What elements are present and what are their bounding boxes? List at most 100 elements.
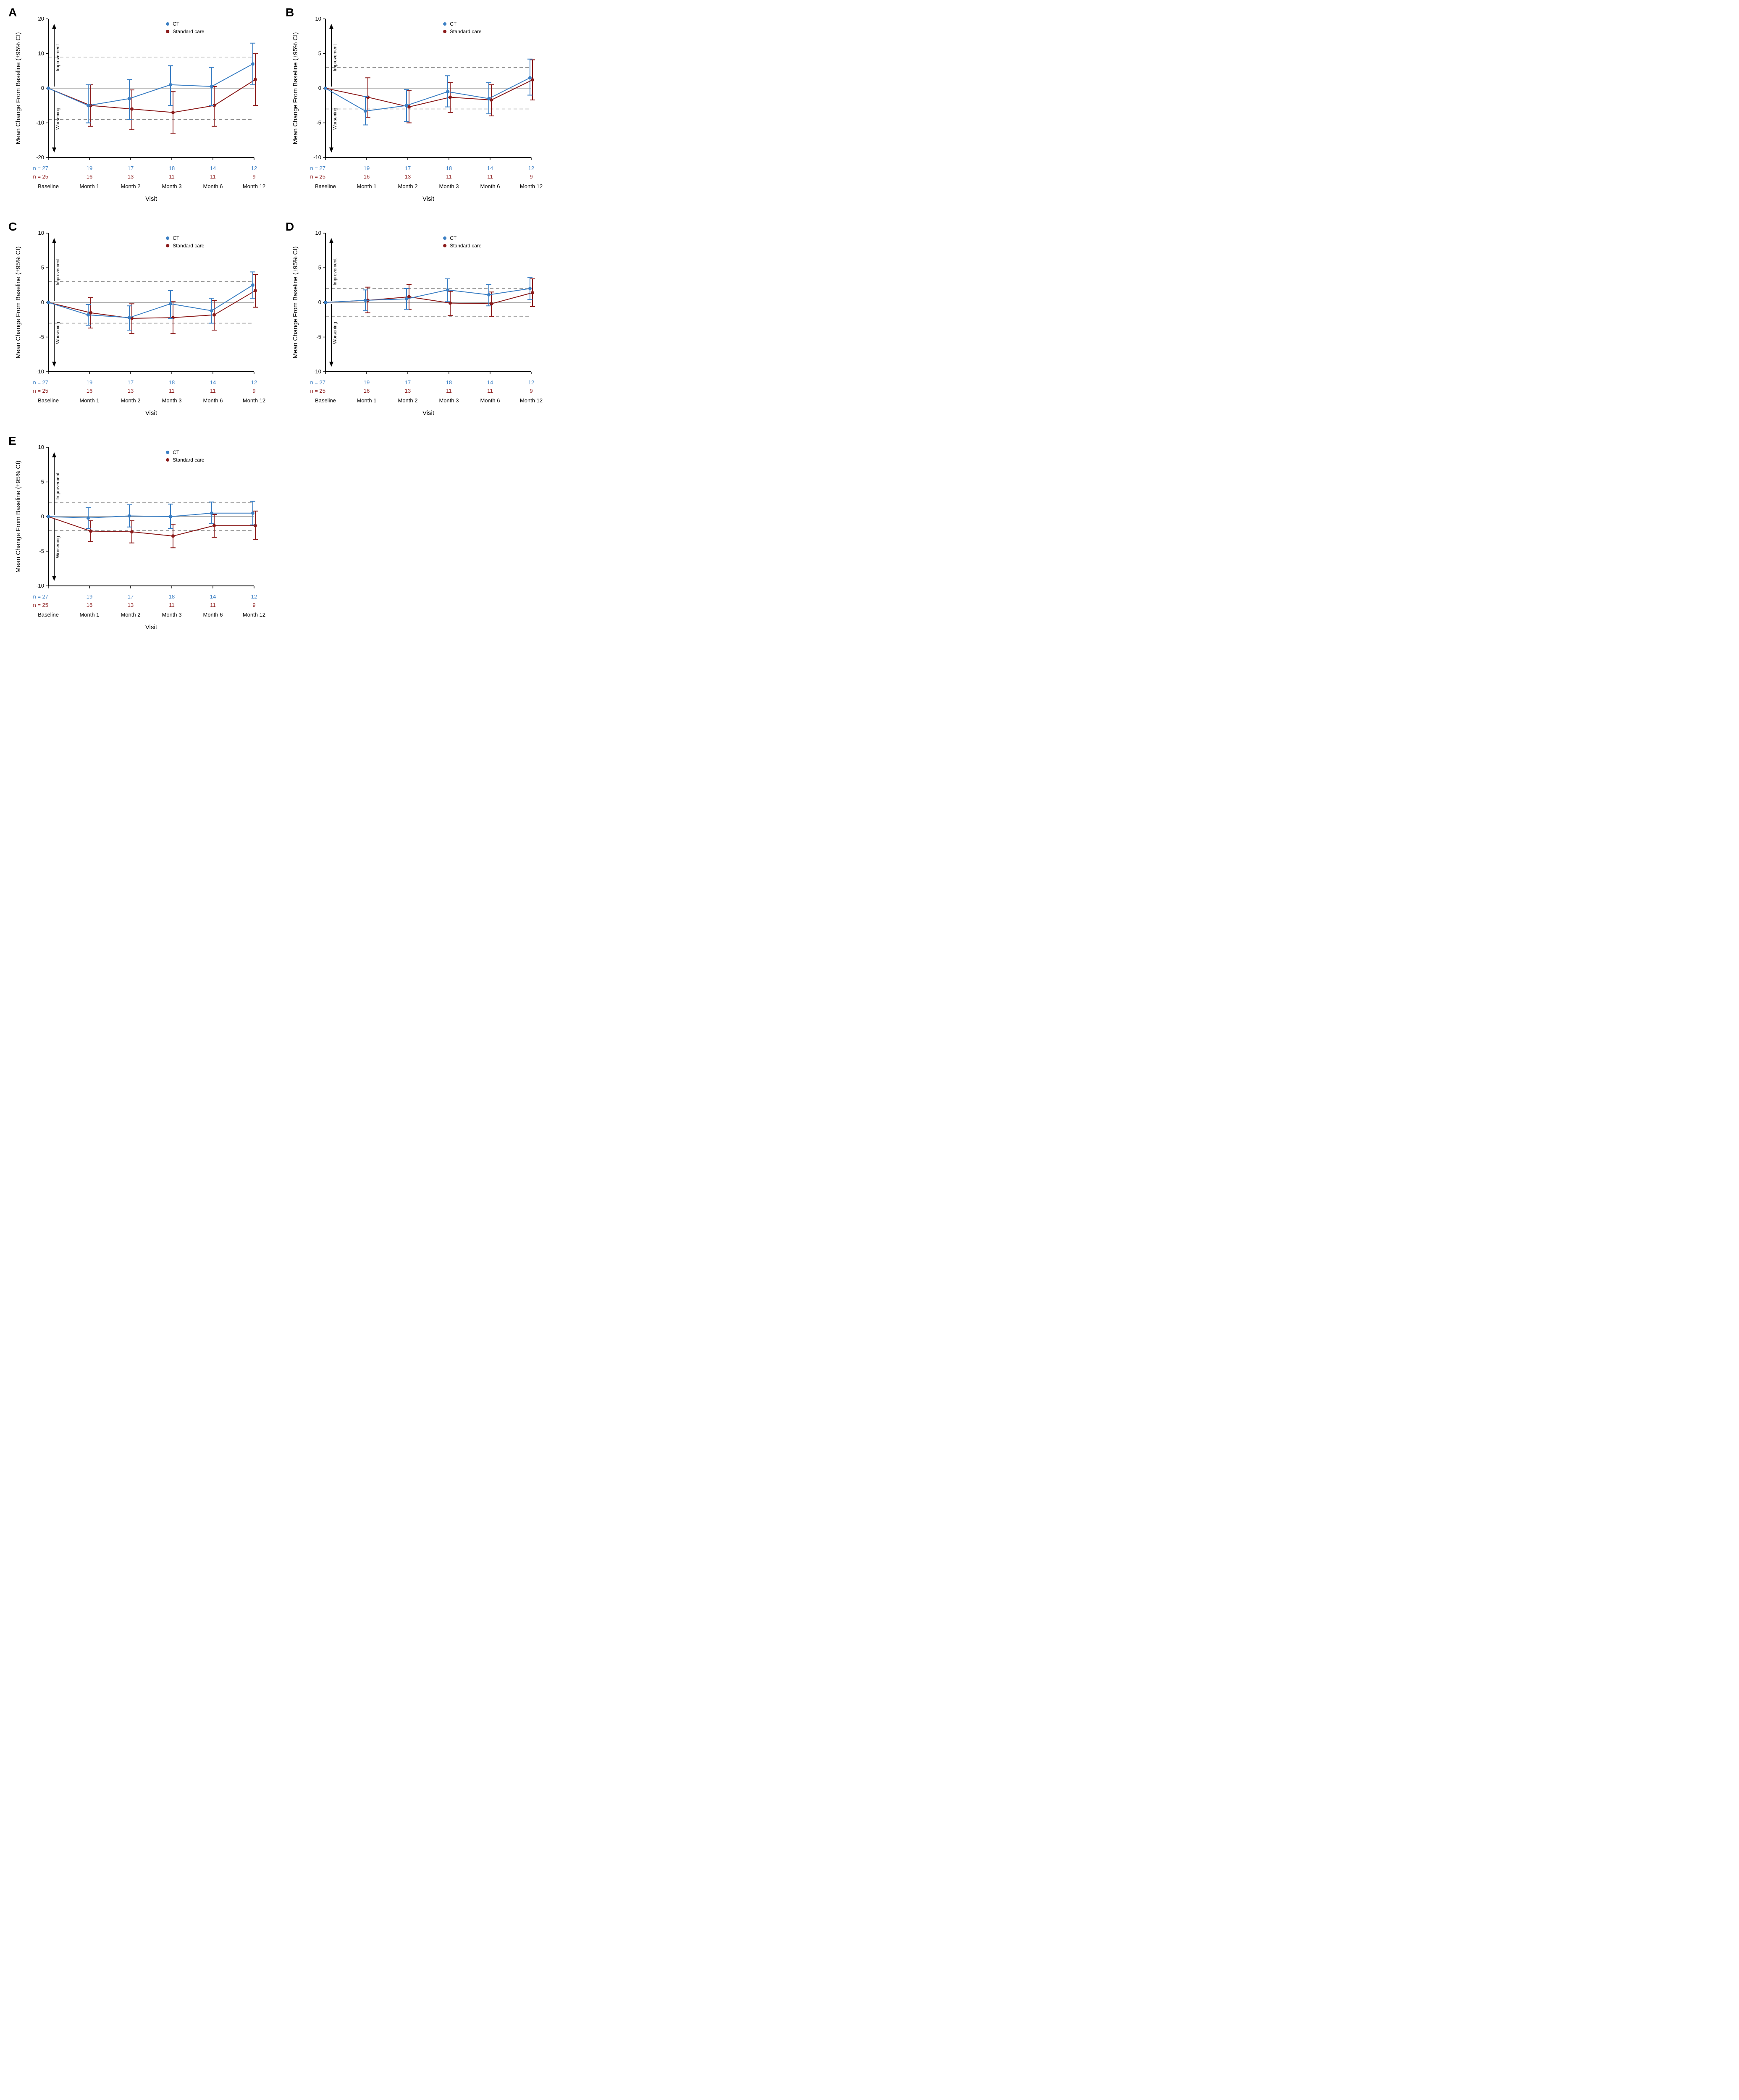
svg-text:5: 5 <box>318 265 321 271</box>
svg-text:Month 6: Month 6 <box>203 612 223 618</box>
svg-text:9: 9 <box>530 173 532 180</box>
panel-label-D: D <box>286 220 294 234</box>
svg-text:9: 9 <box>530 388 532 394</box>
panel-D: D-10-50510BaselineMonth 1Month 2Month 3M… <box>286 223 546 424</box>
svg-text:11: 11 <box>169 602 175 608</box>
svg-text:n = 25: n = 25 <box>33 173 48 180</box>
svg-text:Month 1: Month 1 <box>357 397 377 404</box>
svg-text:Month 3: Month 3 <box>162 612 182 618</box>
svg-text:Worsening: Worsening <box>55 322 60 344</box>
svg-text:Month 12: Month 12 <box>243 612 265 618</box>
panel-B: B-10-50510BaselineMonth 1Month 2Month 3M… <box>286 8 546 210</box>
svg-text:n = 27: n = 27 <box>33 593 48 600</box>
panel-E: E-10-50510BaselineMonth 1Month 2Month 3M… <box>8 437 269 638</box>
svg-text:14: 14 <box>210 165 216 171</box>
svg-text:19: 19 <box>364 165 370 171</box>
svg-text:5: 5 <box>318 50 321 57</box>
svg-text:Month 12: Month 12 <box>520 183 543 189</box>
svg-text:11: 11 <box>446 388 452 394</box>
svg-text:-10: -10 <box>313 368 321 375</box>
svg-text:11: 11 <box>487 173 493 180</box>
svg-text:0: 0 <box>41 513 44 520</box>
svg-text:19: 19 <box>364 379 370 386</box>
svg-text:-10: -10 <box>36 368 44 375</box>
svg-text:n = 25: n = 25 <box>33 388 48 394</box>
svg-text:-5: -5 <box>316 120 321 126</box>
svg-text:11: 11 <box>210 602 216 608</box>
svg-text:-10: -10 <box>313 154 321 160</box>
svg-text:17: 17 <box>405 379 411 386</box>
panel-A: A-20-1001020BaselineMonth 1Month 2Month … <box>8 8 269 210</box>
svg-text:Month 1: Month 1 <box>357 183 377 189</box>
svg-text:Month 3: Month 3 <box>162 397 182 404</box>
panel-label-B: B <box>286 6 294 19</box>
svg-text:Worsening: Worsening <box>55 536 60 558</box>
svg-text:11: 11 <box>169 388 175 394</box>
svg-text:9: 9 <box>252 173 255 180</box>
svg-text:Month 2: Month 2 <box>121 397 141 404</box>
svg-text:12: 12 <box>528 165 534 171</box>
svg-text:17: 17 <box>128 593 134 600</box>
svg-text:14: 14 <box>210 593 216 600</box>
svg-text:19: 19 <box>87 165 92 171</box>
svg-text:Baseline: Baseline <box>38 612 59 618</box>
chart-C: -10-50510BaselineMonth 1Month 2Month 3Mo… <box>8 223 269 424</box>
panel-label-C: C <box>8 220 17 234</box>
svg-text:Month 12: Month 12 <box>520 397 543 404</box>
svg-text:11: 11 <box>210 388 216 394</box>
svg-text:13: 13 <box>405 173 411 180</box>
svg-text:14: 14 <box>487 165 493 171</box>
svg-text:Improvement: Improvement <box>333 258 338 285</box>
svg-text:18: 18 <box>446 165 452 171</box>
svg-text:Month 1: Month 1 <box>80 183 100 189</box>
svg-text:12: 12 <box>251 379 257 386</box>
svg-text:CT: CT <box>450 235 457 241</box>
svg-text:10: 10 <box>38 444 44 450</box>
svg-text:Standard care: Standard care <box>450 243 482 249</box>
svg-text:Baseline: Baseline <box>315 397 336 404</box>
svg-text:Visit: Visit <box>145 195 157 202</box>
svg-text:13: 13 <box>128 388 134 394</box>
svg-text:Visit: Visit <box>145 624 157 631</box>
svg-text:Month 2: Month 2 <box>398 183 418 189</box>
panel-C: C-10-50510BaselineMonth 1Month 2Month 3M… <box>8 223 269 424</box>
svg-text:14: 14 <box>210 379 216 386</box>
svg-text:Month 2: Month 2 <box>398 397 418 404</box>
svg-text:9: 9 <box>252 602 255 608</box>
svg-text:Mean Change From Baseline (±95: Mean Change From Baseline (±95% CI) <box>15 247 22 359</box>
svg-text:16: 16 <box>87 173 92 180</box>
panel-label-A: A <box>8 6 17 19</box>
svg-text:n = 25: n = 25 <box>33 602 48 608</box>
svg-text:n = 27: n = 27 <box>310 165 325 171</box>
svg-text:Month 6: Month 6 <box>480 397 500 404</box>
svg-text:Worsening: Worsening <box>333 322 338 344</box>
svg-text:18: 18 <box>169 165 175 171</box>
svg-text:Mean Change From Baseline (±95: Mean Change From Baseline (±95% CI) <box>15 461 22 573</box>
svg-text:Mean Change From Baseline (±95: Mean Change From Baseline (±95% CI) <box>292 32 299 144</box>
svg-text:Month 1: Month 1 <box>80 612 100 618</box>
svg-text:Worsening: Worsening <box>55 108 60 129</box>
chart-D: -10-50510BaselineMonth 1Month 2Month 3Mo… <box>286 223 546 424</box>
svg-text:Visit: Visit <box>422 410 435 417</box>
svg-text:5: 5 <box>41 265 44 271</box>
svg-text:9: 9 <box>252 388 255 394</box>
svg-text:-5: -5 <box>316 334 321 340</box>
svg-text:n = 27: n = 27 <box>310 379 325 386</box>
svg-text:0: 0 <box>41 299 44 305</box>
svg-text:16: 16 <box>87 602 92 608</box>
svg-text:17: 17 <box>128 379 134 386</box>
svg-text:18: 18 <box>446 379 452 386</box>
chart-E: -10-50510BaselineMonth 1Month 2Month 3Mo… <box>8 437 269 638</box>
svg-text:-10: -10 <box>36 583 44 589</box>
svg-text:Month 3: Month 3 <box>439 397 459 404</box>
svg-text:10: 10 <box>38 230 44 236</box>
svg-text:Baseline: Baseline <box>38 183 59 189</box>
svg-text:Month 1: Month 1 <box>80 397 100 404</box>
svg-text:n = 25: n = 25 <box>310 173 325 180</box>
svg-text:10: 10 <box>38 50 44 57</box>
svg-text:11: 11 <box>446 173 452 180</box>
svg-text:10: 10 <box>315 230 321 236</box>
svg-text:13: 13 <box>128 602 134 608</box>
svg-text:19: 19 <box>87 379 92 386</box>
svg-text:CT: CT <box>173 449 180 455</box>
